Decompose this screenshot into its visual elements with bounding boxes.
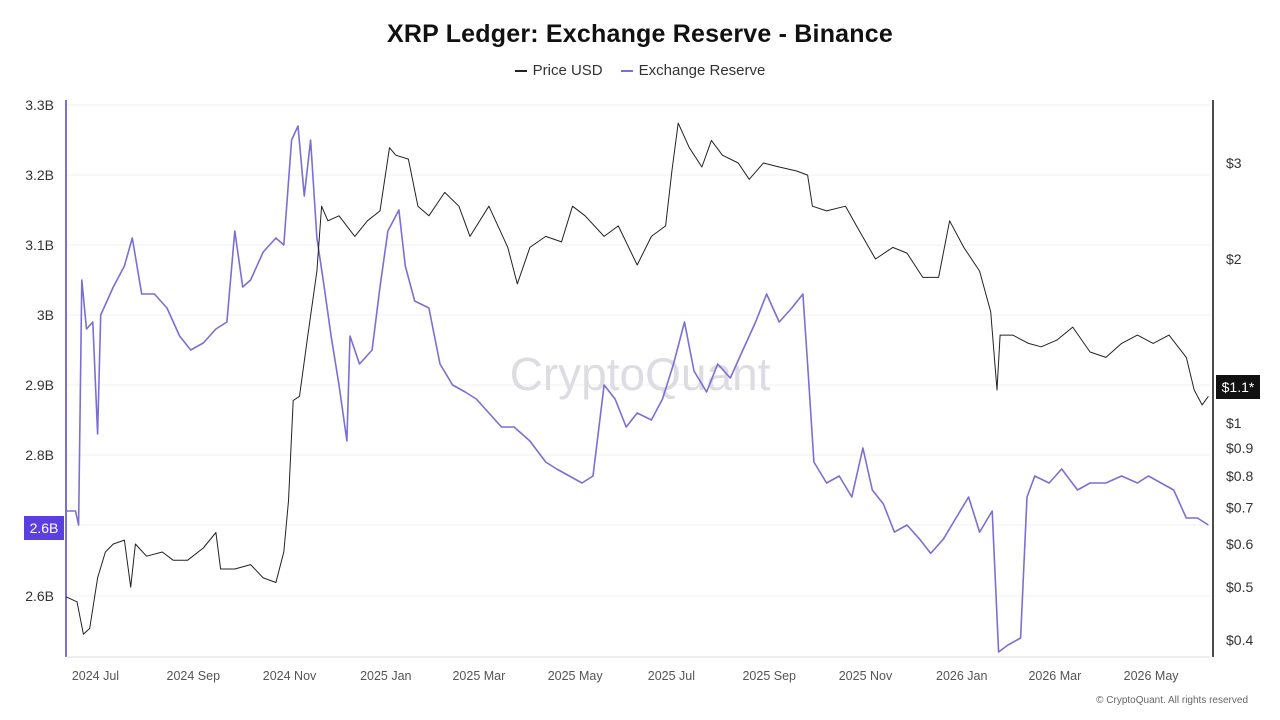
legend-swatch-reserve bbox=[620, 69, 633, 72]
legend-item-price[interactable]: Price USD bbox=[514, 62, 603, 79]
series-line-price-usd bbox=[65, 122, 1209, 635]
y-left-tick-label-2: 3.1B bbox=[25, 237, 54, 253]
x-tick-label-6: 2025 Jul bbox=[648, 669, 695, 683]
y-left-tick-label-4: 2.9B bbox=[25, 377, 54, 393]
legend-item-reserve[interactable]: Exchange Reserve bbox=[620, 62, 766, 79]
y-right-tick-label-6: $0.6 bbox=[1226, 536, 1253, 552]
copyright-notice: © CryptoQuant. All rights reserved bbox=[1096, 695, 1248, 706]
x-tick-label-2: 2024 Nov bbox=[263, 669, 317, 683]
y-left-tick-label-0: 3.3B bbox=[25, 97, 54, 113]
legend-label-price: Price USD bbox=[532, 62, 603, 79]
y-left-tick-label-5: 2.8B bbox=[25, 447, 54, 463]
y-right-tick-label-0: $3 bbox=[1226, 155, 1242, 171]
y-right-tick-label-1: $2 bbox=[1226, 251, 1242, 267]
x-tick-label-3: 2025 Jan bbox=[360, 669, 411, 683]
y-right-tick-label-4: $0.8 bbox=[1226, 468, 1253, 484]
y-right-tick-label-5: $0.7 bbox=[1226, 500, 1253, 516]
chart-title: XRP Ledger: Exchange Reserve - Binance bbox=[387, 20, 893, 48]
legend-label-reserve: Exchange Reserve bbox=[638, 62, 766, 79]
x-tick-label-4: 2025 Mar bbox=[452, 669, 505, 683]
x-tick-label-0: 2024 Jul bbox=[72, 669, 119, 683]
x-tick-label-1: 2024 Sep bbox=[167, 669, 221, 683]
x-tick-label-5: 2025 May bbox=[548, 669, 604, 683]
x-tick-label-8: 2025 Nov bbox=[839, 669, 893, 683]
series-line-exchange-reserve bbox=[66, 125, 1209, 653]
chart-legend: Price USD Exchange Reserve bbox=[0, 62, 1280, 79]
x-tick-label-9: 2026 Jan bbox=[936, 669, 987, 683]
y-left-tick-label-1: 3.2B bbox=[25, 167, 54, 183]
x-tick-label-11: 2026 May bbox=[1124, 669, 1180, 683]
y-right-tick-label-7: $0.5 bbox=[1226, 579, 1253, 595]
legend-swatch-price bbox=[514, 69, 527, 72]
y-right-tick-label-3: $0.9 bbox=[1226, 440, 1253, 456]
current-price-badge-label: $1.1* bbox=[1222, 379, 1255, 395]
y-left-tick-label-6: 2.6B bbox=[25, 588, 54, 604]
x-tick-label-10: 2026 Mar bbox=[1028, 669, 1081, 683]
current-reserve-badge-label: 2.6B bbox=[30, 520, 59, 536]
watermark: CryptoQuant bbox=[510, 348, 771, 400]
current-price-badge bbox=[1216, 375, 1260, 399]
y-left-tick-label-3: 3B bbox=[37, 307, 54, 323]
y-right-tick-label-2: $1 bbox=[1226, 415, 1242, 431]
current-reserve-badge bbox=[24, 516, 64, 540]
y-right-tick-label-8: $0.4 bbox=[1226, 632, 1253, 648]
x-tick-label-7: 2025 Sep bbox=[742, 669, 796, 683]
